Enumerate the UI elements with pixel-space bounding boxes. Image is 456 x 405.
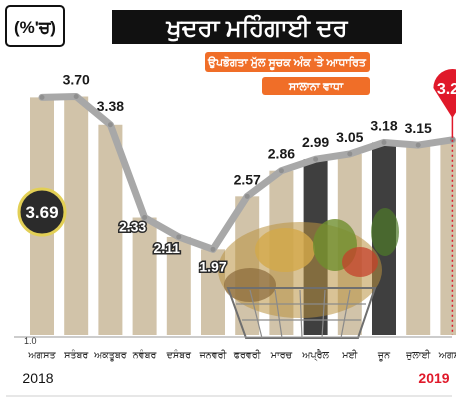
chart-subtitle: ਉਪਭੋਗਤਾ ਮੁੱਲ ਸੂਚਕ ਅੰਕ 'ਤੇ ਆਧਾਰਿਤ — [207, 55, 367, 70]
bar-11 — [406, 145, 431, 335]
unit-label: (%'ਚ) — [14, 18, 56, 37]
bar-2 — [98, 124, 123, 336]
y-tick-label: 1.0 — [24, 336, 37, 346]
value-label-4: 2.11 — [154, 240, 181, 256]
x-tick-label-12: ਅਗਸਤ — [438, 350, 456, 361]
data-point-2 — [107, 122, 113, 128]
value-label-12: 3.21 — [437, 81, 456, 98]
value-label-8: 2.99 — [302, 134, 329, 150]
x-tick-label-6: ਫਰਵਰੀ — [233, 349, 262, 361]
data-point-0 — [39, 94, 45, 100]
unit-badge — [5, 5, 65, 47]
legend-label: ਸਾਲਾਨਾ ਵਾਧਾ — [288, 81, 344, 93]
x-tick-label-0: ਅਗਸਤ — [27, 350, 56, 361]
x-tick-label-4: ਦਸੰਬਰ — [166, 349, 193, 361]
start-badge — [17, 187, 67, 237]
subtitle-banner — [205, 52, 370, 72]
data-point-3 — [142, 215, 148, 221]
x-tick-label-3: ਨਵੰਬਰ — [132, 349, 158, 361]
data-point-5 — [210, 246, 216, 252]
x-tick-label-1: ਸਤੰਬਰ — [63, 349, 89, 361]
value-label-3: 2.33 — [119, 219, 146, 235]
x-tick-label-9: ਮਈ — [341, 349, 358, 361]
data-point-11 — [415, 142, 421, 148]
end-pin — [433, 69, 456, 118]
value-label-1: 3.70 — [63, 72, 90, 88]
value-label-11: 3.15 — [405, 120, 432, 136]
value-label-5: 1.97 — [199, 258, 226, 274]
value-label-0: 3.69 — [25, 203, 58, 222]
grocery-basket-illustration — [218, 208, 399, 339]
bar-4 — [166, 236, 191, 335]
data-point-6 — [244, 193, 250, 199]
value-label-6: 2.57 — [234, 171, 261, 187]
value-label-7: 2.86 — [268, 146, 295, 162]
line-layer — [38, 93, 456, 335]
x-tick-label-5: ਜਨਵਰੀ — [199, 349, 228, 361]
data-point-1 — [73, 94, 79, 99]
year-label-start: 2018 — [22, 370, 53, 386]
data-point-4 — [176, 234, 182, 240]
x-tick-label-11: ਜੁਲਾਈ — [405, 349, 431, 361]
chart-title: ਖੁਦਰਾ ਮਹਿੰਗਾਈ ਦਰ — [165, 14, 348, 42]
x-tick-label-2: ਅਕਤੂਬਰ — [93, 350, 128, 361]
x-tick-label-7: ਮਾਰਚ — [270, 350, 293, 361]
x-tick-label-10: ਜੂਨ — [377, 350, 391, 361]
bar-12 — [440, 139, 456, 335]
value-label-9: 3.05 — [336, 129, 363, 145]
bar-1 — [64, 96, 89, 335]
x-tick-label-8: ਅਪ੍ਰੈਲ — [301, 349, 329, 361]
value-label-2: 3.38 — [97, 98, 124, 114]
value-label-10: 3.18 — [370, 117, 397, 133]
title-banner — [112, 10, 402, 44]
data-point-8 — [313, 156, 319, 162]
x-axis: 1.0 ਅਗਸਤ ਸਤੰਬਰ ਅਕਤੂਬਰ ਨਵੰਬਰ ਦਸੰਬਰ ਜਨਵਰੀ ਫਰਵਰੀ ਮਾ… — [6, 336, 456, 397]
labels-layer: 3.69 3.70 3.38 2.33 2.11 1.97 2.57 2.86 2.99 3.05… — [17, 69, 456, 276]
year-label-end: 2019 — [418, 370, 449, 386]
bar-3 — [132, 217, 157, 335]
data-point-10 — [381, 139, 387, 145]
chart-header: (%'ਚ) ਖੁਦਰਾ ਮਹਿੰਗਾਈ ਦਰ ਉਪਭੋਗਤਾ ਮੁੱਲ ਸੂਚਕ ਅ… — [5, 5, 402, 95]
data-point-7 — [278, 168, 284, 174]
legend-banner — [262, 77, 370, 95]
data-point-9 — [347, 151, 353, 157]
